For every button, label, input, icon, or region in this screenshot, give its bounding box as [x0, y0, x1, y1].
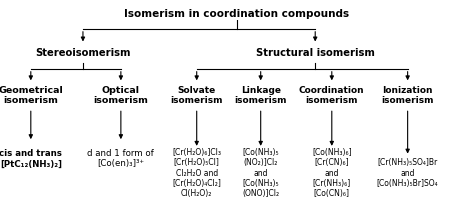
Text: Structural isomerism: Structural isomerism — [256, 48, 374, 58]
Text: Linkage
isomerism: Linkage isomerism — [235, 86, 287, 105]
Text: Geometrical
isomerism: Geometrical isomerism — [0, 86, 63, 105]
Text: [Cr(NH₃)₅SO₄]Br
and
[Co(NH₃)₅Br]SO₄: [Cr(NH₃)₅SO₄]Br and [Co(NH₃)₅Br]SO₄ — [377, 158, 438, 188]
Text: [Co(NH₃)₅
(NO₂)]Cl₂
and
[Co(NH₃)₅
(ONO)]Cl₂: [Co(NH₃)₅ (NO₂)]Cl₂ and [Co(NH₃)₅ (ONO)]… — [242, 148, 279, 198]
Text: Ionization
isomerism: Ionization isomerism — [382, 86, 434, 105]
Text: Optical
isomerism: Optical isomerism — [93, 86, 148, 105]
Text: d and 1 form of
[Co(en)₃]³⁺: d and 1 form of [Co(en)₃]³⁺ — [88, 149, 154, 168]
Text: [Cr(H₂O)₆]Cl₃
[Cr(H₂O)₅Cl]
Cl₂H₂O and
[Cr(H₂O)₄Cl₂]
Cl(H₂O)₂: [Cr(H₂O)₆]Cl₃ [Cr(H₂O)₅Cl] Cl₂H₂O and [C… — [172, 148, 221, 198]
Text: [Co(NH₃)₆]
[Cr(CN)₆]
and
[Cr(NH₃)₆]
[Co(CN)₆]: [Co(NH₃)₆] [Cr(CN)₆] and [Cr(NH₃)₆] [Co(… — [312, 148, 352, 198]
Text: Stereoisomerism: Stereoisomerism — [35, 48, 131, 58]
Text: Coordination
isomerism: Coordination isomerism — [299, 86, 365, 105]
Text: Isomerism in coordination compounds: Isomerism in coordination compounds — [125, 9, 349, 20]
Text: cis and trans
[PtC₁₂(NH₃)₂]: cis and trans [PtC₁₂(NH₃)₂] — [0, 149, 62, 168]
Text: Solvate
isomerism: Solvate isomerism — [171, 86, 223, 105]
